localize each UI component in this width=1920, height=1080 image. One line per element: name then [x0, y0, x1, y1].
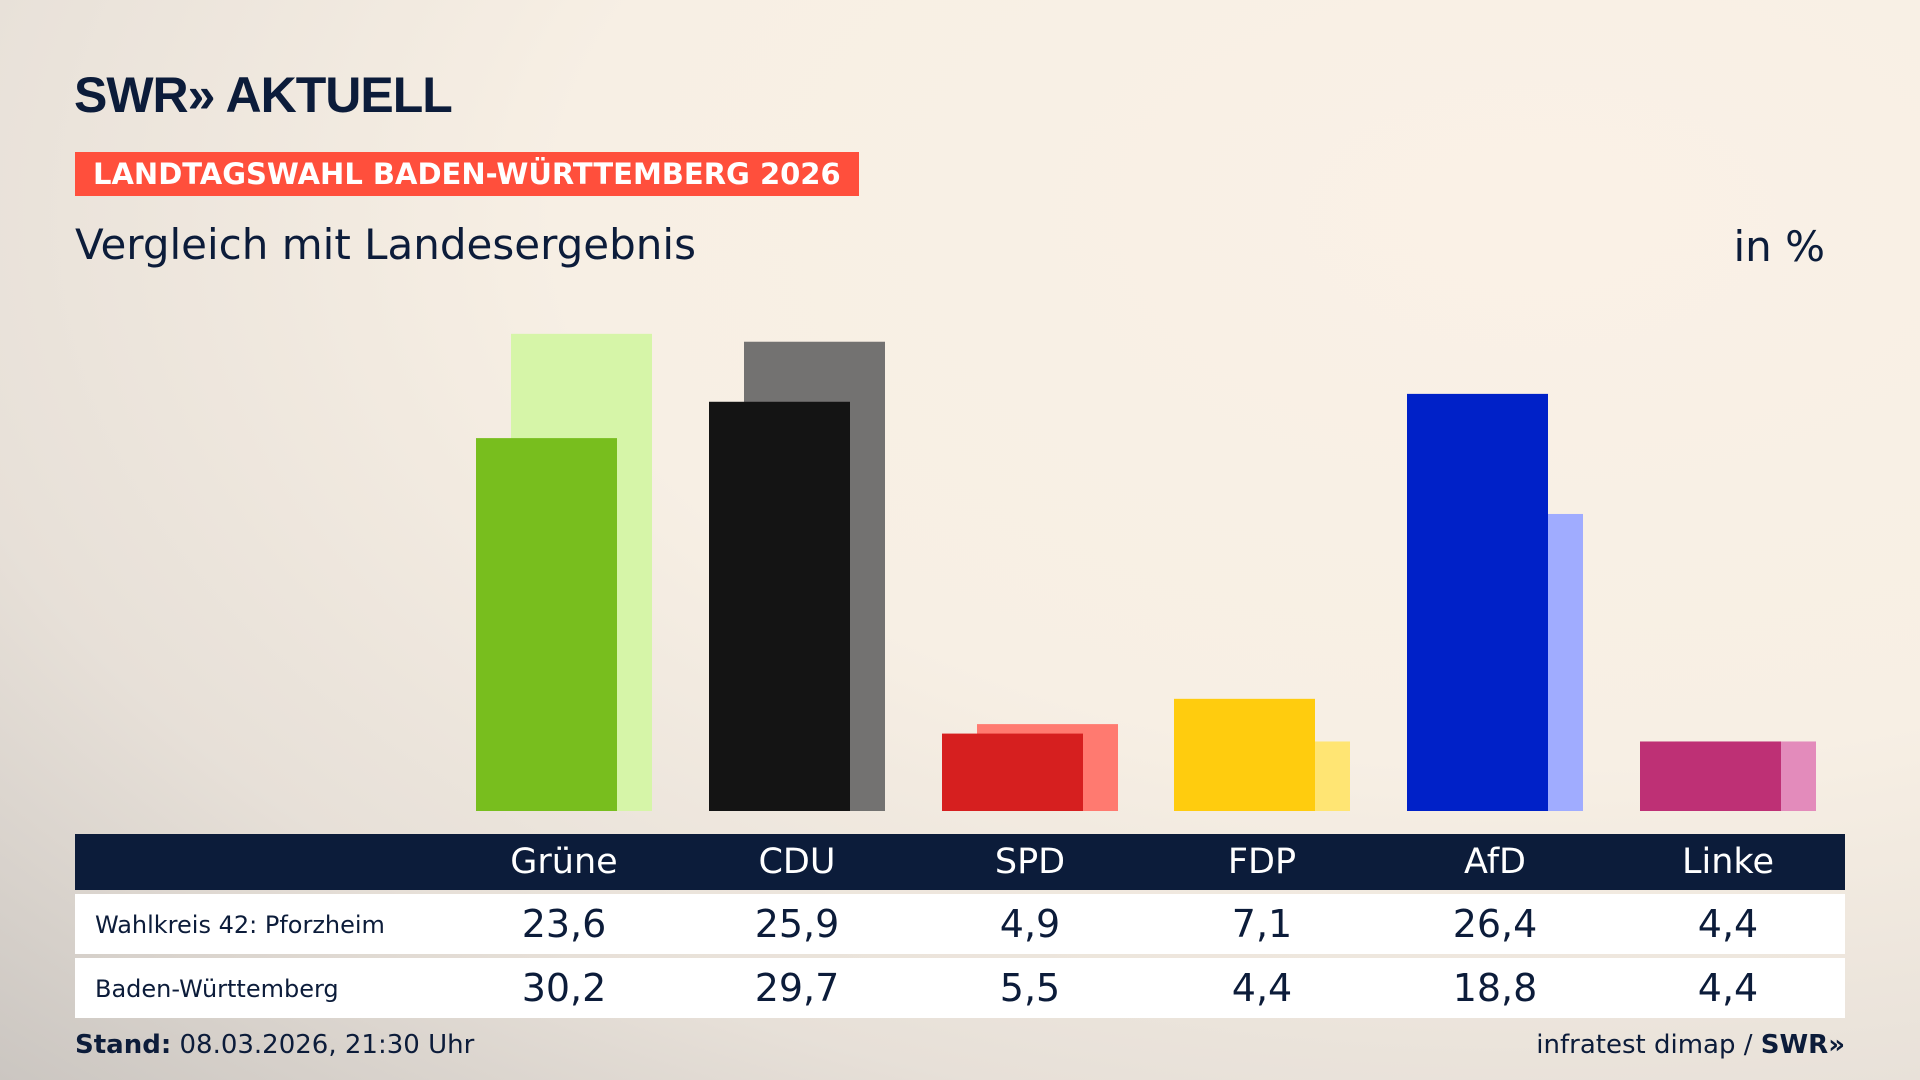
- bar-chart: [476, 333, 1816, 811]
- bar-wahlkreis-spd: [942, 733, 1083, 811]
- source: infratest dimap / SWR»: [1536, 1030, 1845, 1060]
- value-cell: 4,9: [999, 902, 1061, 946]
- swr-logo: SWR»: [1760, 1030, 1845, 1060]
- stand-value: 08.03.2026, 21:30 Uhr: [179, 1030, 475, 1060]
- value-cell: 5,5: [999, 966, 1061, 1010]
- table-header: Grüne CDU SPD FDP AfD Linke: [75, 834, 1845, 890]
- stand-label: Stand:: [75, 1030, 172, 1060]
- table-row: Baden-Württemberg 30,2 29,7 5,5 4,4 18,8 4,4: [75, 958, 1845, 1018]
- bar-wahlkreis-afd: [1407, 393, 1548, 811]
- value-cell: 4,4: [1697, 966, 1759, 1010]
- value-cell: 29,7: [754, 966, 840, 1010]
- chart-subtitle: Vergleich mit Landesergebnis: [75, 220, 696, 269]
- timestamp: Stand: 08.03.2026, 21:30 Uhr: [75, 1030, 474, 1060]
- column-header: CDU: [758, 842, 836, 882]
- column-header: Linke: [1682, 842, 1774, 882]
- value-cell: 26,4: [1452, 902, 1538, 946]
- value-cell: 30,2: [521, 966, 607, 1010]
- column-header: Grüne: [510, 842, 618, 882]
- election-banner: LANDTAGSWAHL BADEN-WÜRTTEMBERG 2026: [75, 152, 859, 196]
- column-header: AfD: [1464, 842, 1526, 882]
- bar-wahlkreis-cdu: [709, 401, 850, 811]
- row-label: Wahlkreis 42: Pforzheim: [95, 911, 385, 939]
- value-cell: 4,4: [1697, 902, 1759, 946]
- value-cell: 7,1: [1231, 902, 1293, 946]
- results-table: Grüne CDU SPD FDP AfD Linke Wahlkreis 42: Pfo…: [75, 834, 1845, 1018]
- table-row: Wahlkreis 42: Pforzheim 23,6 25,9 4,9 7,1 26,…: [75, 894, 1845, 954]
- row-label: Baden-Württemberg: [95, 975, 339, 1003]
- value-cell: 23,6: [521, 902, 607, 946]
- bar-wahlkreis-fdp: [1174, 698, 1315, 811]
- swr-aktuell-logo: SWR» AKTUELL: [74, 67, 453, 123]
- value-cell: 25,9: [754, 902, 840, 946]
- column-header: SPD: [994, 842, 1066, 882]
- value-cell: 18,8: [1452, 966, 1538, 1010]
- unit-label: in %: [1733, 222, 1825, 271]
- value-cell: 4,4: [1231, 966, 1293, 1010]
- bar-wahlkreis-linke: [1640, 741, 1781, 811]
- source-text: infratest dimap /: [1536, 1030, 1753, 1060]
- bar-wahlkreis-grüne: [476, 438, 617, 811]
- column-header: FDP: [1227, 842, 1297, 882]
